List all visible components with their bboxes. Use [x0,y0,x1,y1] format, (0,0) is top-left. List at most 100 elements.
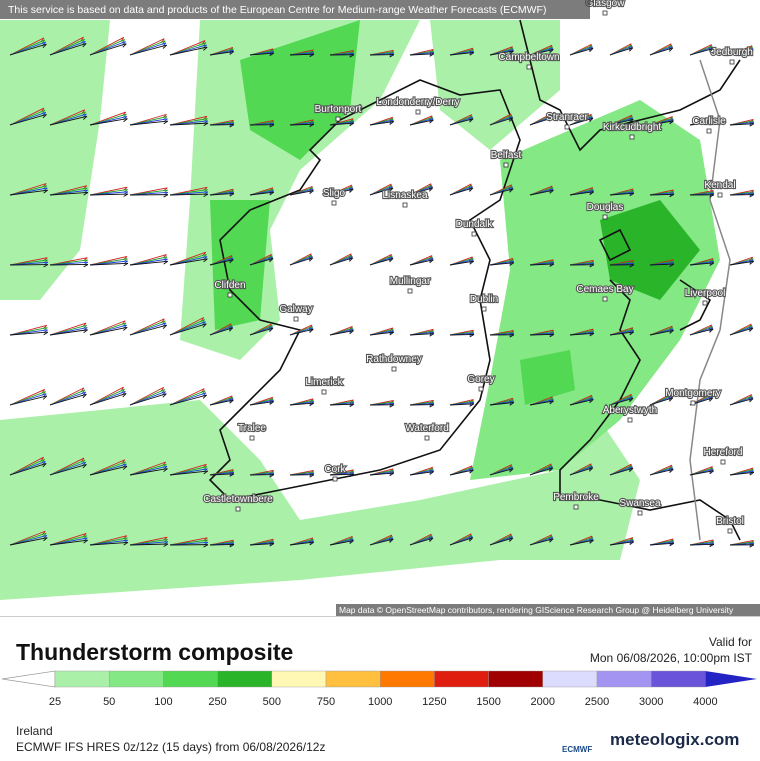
place-marker [728,529,732,533]
scale-label: 1000 [368,696,392,708]
scale-label: 25 [49,696,61,708]
scale-label: 1500 [476,696,500,708]
place-marker [392,367,396,371]
place-label: Sligo [323,188,346,199]
place-marker [691,401,695,405]
place-label: Dundalk [456,219,494,230]
place-marker [565,125,569,129]
scale-label: 100 [154,696,172,708]
scale-arrow-high [705,671,757,687]
place-label: Kirkcudbright [603,122,662,133]
scale-box [597,671,651,687]
scale-label: 500 [263,696,281,708]
scale-box [163,671,217,687]
place-marker [236,507,240,511]
brand: meteologix.com [610,730,739,750]
place-marker [628,418,632,422]
place-marker [333,477,337,481]
place-label: Gorey [467,374,494,385]
scale-label: 50 [103,696,115,708]
place-label: Castletownbere [203,494,273,505]
scale-label: 2000 [531,696,555,708]
valid-time: Mon 06/08/2026, 10:00pm IST [590,651,752,665]
color-scale: 25 50 100 250 500 750 1000 1250 1500 2000 2500 3000… [0,669,760,711]
place-label: Belfast [491,150,522,161]
wind-arrow [210,544,234,545]
place-label: Limerick [305,377,343,388]
scale-box [109,671,163,687]
place-label: Liverpool [685,288,726,299]
place-marker [504,163,508,167]
scale-label: 1250 [422,696,446,708]
place-label: Galway [279,304,312,315]
place-label: Mullingar [390,276,431,287]
scale-box [326,671,380,687]
place-label: Bristol [716,516,744,527]
place-label: Montgomery [665,388,721,399]
place-label: Pembroke [553,492,599,503]
title: Thunderstorm composite [16,639,293,666]
place-marker [603,11,607,15]
place-marker [322,390,326,394]
place-label: Aberystwyth [603,405,657,416]
place-label: Douglas [587,202,624,213]
place-label: Cemaes Bay [576,284,633,295]
place-marker [638,511,642,515]
attribution: Map data © OpenStreetMap contributors, r… [339,605,734,615]
scale-label: 750 [317,696,335,708]
place-label: Tralee [238,423,266,434]
place-label: Carlisle [692,116,726,127]
scale-label: 4000 [693,696,717,708]
scale-label: 3000 [639,696,663,708]
ecmwf-logo: ECMWF [562,745,592,754]
place-marker [707,129,711,133]
model-info: ECMWF IFS HRES 0z/12z (15 days) from 06/… [16,740,325,754]
place-label: Waterford [405,423,449,434]
scale-box [272,671,326,687]
wind-arrow [530,334,554,335]
wind-arrow [450,334,474,335]
place-marker [425,436,429,440]
place-label: Campbeltown [498,52,559,63]
place-marker [603,215,607,219]
place-marker [718,193,722,197]
place-label: Hereford [704,447,743,458]
scale-box [651,671,705,687]
scale-box [543,671,597,687]
scale-box [434,671,488,687]
place-label: Stranraer [546,112,588,123]
place-label: Burtonport [315,104,362,115]
place-marker [630,135,634,139]
place-marker [703,301,707,305]
place-marker [603,297,607,301]
region: Ireland [16,724,53,738]
place-label: Cork [324,464,346,475]
scale-label: 250 [208,696,226,708]
place-marker [294,317,298,321]
place-marker [408,289,412,293]
scale-box [218,671,272,687]
scale-label: 2500 [585,696,609,708]
place-marker [472,232,476,236]
place-label: Kendal [704,180,735,191]
legend-panel: Thunderstorm composite Valid for Mon 06/… [0,616,760,761]
place-label: Lisnaskea [382,190,427,201]
scale-arrow-low [2,671,55,687]
place-marker [332,201,336,205]
place-marker [574,505,578,509]
map: Glasgow Campbeltown Jedburgh Burtonport Lond… [0,0,760,616]
wind-arrow [50,264,88,265]
place-marker [479,387,483,391]
scale-box [55,671,109,687]
place-marker [403,203,407,207]
scale-box [380,671,434,687]
place-label: Jedburgh [711,47,753,58]
place-label: Glasgow [586,0,626,9]
place-label: Londonderry/Derry [376,97,459,108]
place-label: Dublin [470,294,498,305]
scale-box [489,671,543,687]
place-label: Swansea [619,498,661,509]
place-marker [250,436,254,440]
banner: This service is based on data and produc… [8,4,546,16]
valid-label: Valid for [709,635,752,649]
